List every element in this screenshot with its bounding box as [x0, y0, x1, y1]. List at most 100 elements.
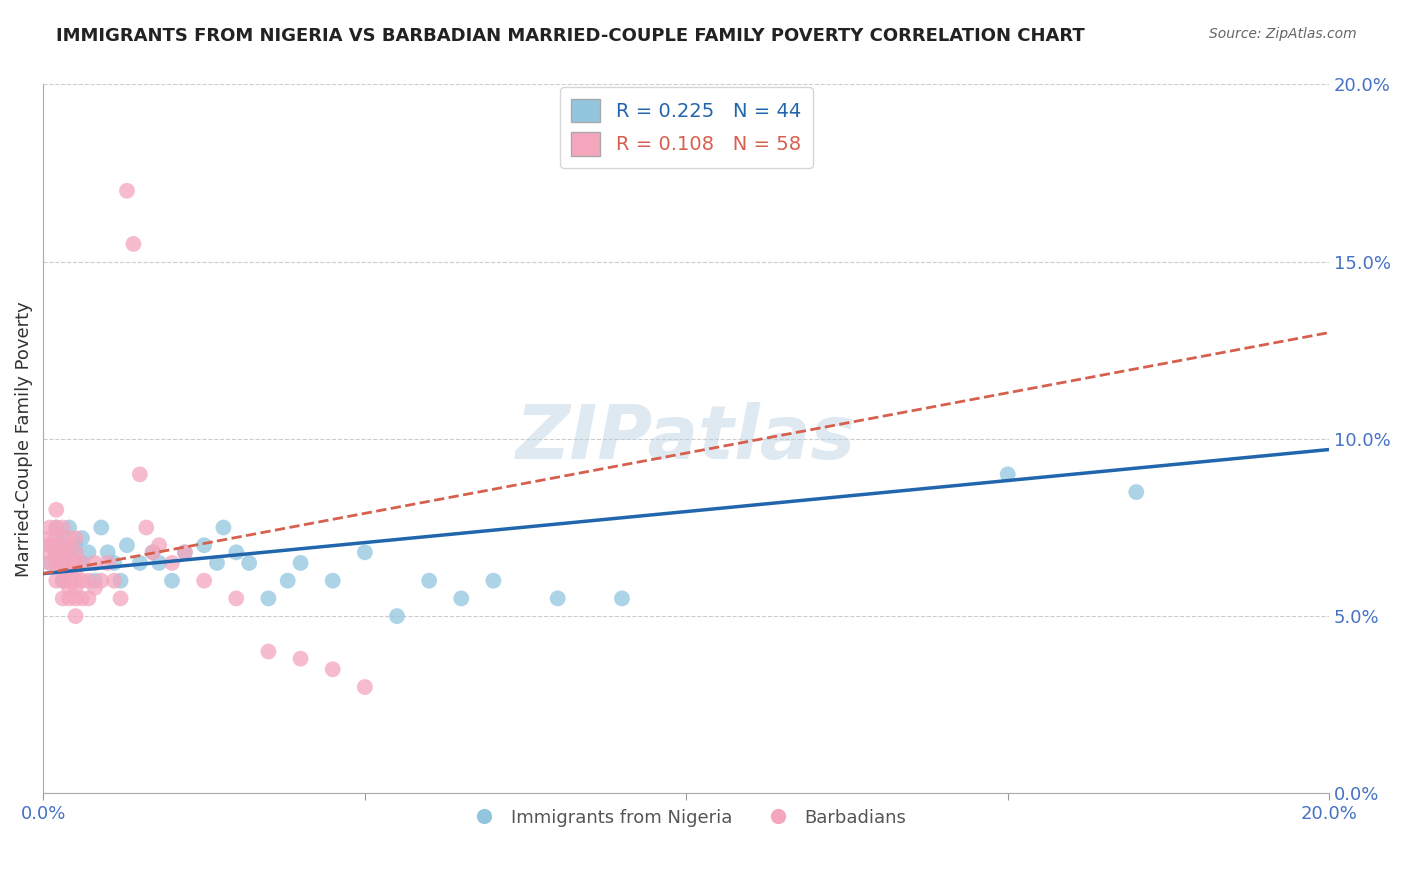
- Point: [45, 545, 67, 559]
- Point: [58, 574, 80, 588]
- Point: [225, 545, 247, 559]
- Point: [83, 581, 105, 595]
- Legend: Immigrants from Nigeria, Barbadians: Immigrants from Nigeria, Barbadians: [458, 802, 914, 834]
- Point: [173, 545, 195, 559]
- Point: [65, 581, 87, 595]
- Point: [58, 520, 80, 534]
- Point: [52, 574, 75, 588]
- Point: [65, 591, 87, 606]
- Point: [83, 574, 105, 588]
- Point: [148, 556, 170, 570]
- Point: [52, 538, 75, 552]
- Point: [193, 574, 215, 588]
- Point: [160, 556, 183, 570]
- Point: [58, 591, 80, 606]
- Point: [142, 545, 165, 559]
- Point: [45, 556, 67, 570]
- Point: [110, 591, 132, 606]
- Point: [70, 531, 93, 545]
- Point: [77, 591, 100, 606]
- Point: [90, 520, 112, 534]
- Point: [58, 581, 80, 595]
- Text: Source: ZipAtlas.com: Source: ZipAtlas.com: [1209, 27, 1357, 41]
- Point: [418, 574, 440, 588]
- Point: [70, 591, 93, 606]
- Point: [70, 556, 93, 570]
- Point: [58, 556, 80, 570]
- Point: [97, 545, 120, 559]
- Point: [212, 520, 235, 534]
- Point: [450, 591, 472, 606]
- Point: [122, 236, 145, 251]
- Point: [58, 531, 80, 545]
- Point: [77, 545, 100, 559]
- Point: [45, 520, 67, 534]
- Point: [142, 545, 165, 559]
- Y-axis label: Married-Couple Family Poverty: Married-Couple Family Poverty: [15, 301, 32, 577]
- Point: [38, 520, 60, 534]
- Point: [65, 538, 87, 552]
- Point: [1125, 485, 1147, 500]
- Point: [193, 538, 215, 552]
- Point: [90, 574, 112, 588]
- Point: [52, 545, 75, 559]
- Point: [52, 563, 75, 577]
- Point: [38, 545, 60, 559]
- Point: [65, 556, 87, 570]
- Point: [65, 545, 87, 559]
- Point: [173, 545, 195, 559]
- Point: [70, 556, 93, 570]
- Point: [135, 520, 157, 534]
- Point: [110, 574, 132, 588]
- Text: IMMIGRANTS FROM NIGERIA VS BARBADIAN MARRIED-COUPLE FAMILY POVERTY CORRELATION C: IMMIGRANTS FROM NIGERIA VS BARBADIAN MAR…: [56, 27, 1085, 45]
- Point: [45, 574, 67, 588]
- Point: [322, 662, 344, 676]
- Point: [52, 591, 75, 606]
- Point: [353, 680, 375, 694]
- Point: [83, 556, 105, 570]
- Point: [225, 591, 247, 606]
- Point: [128, 556, 150, 570]
- Point: [322, 574, 344, 588]
- Point: [128, 467, 150, 482]
- Point: [238, 556, 260, 570]
- Point: [58, 545, 80, 559]
- Point: [103, 556, 125, 570]
- Point: [97, 556, 120, 570]
- Point: [257, 591, 280, 606]
- Point: [547, 591, 569, 606]
- Point: [52, 556, 75, 570]
- Point: [38, 531, 60, 545]
- Point: [290, 651, 312, 665]
- Point: [45, 545, 67, 559]
- Point: [38, 538, 60, 552]
- Point: [52, 574, 75, 588]
- Point: [65, 563, 87, 577]
- Point: [38, 556, 60, 570]
- Point: [290, 556, 312, 570]
- Point: [45, 520, 67, 534]
- Point: [205, 556, 228, 570]
- Point: [45, 503, 67, 517]
- Point: [58, 563, 80, 577]
- Point: [148, 538, 170, 552]
- Point: [277, 574, 299, 588]
- Text: ZIPatlas: ZIPatlas: [516, 402, 856, 475]
- Point: [160, 574, 183, 588]
- Point: [385, 609, 408, 624]
- Point: [52, 556, 75, 570]
- Point: [257, 644, 280, 658]
- Point: [997, 467, 1019, 482]
- Point: [38, 538, 60, 552]
- Point: [103, 574, 125, 588]
- Point: [45, 531, 67, 545]
- Point: [52, 520, 75, 534]
- Point: [58, 545, 80, 559]
- Point: [52, 531, 75, 545]
- Point: [65, 545, 87, 559]
- Point: [353, 545, 375, 559]
- Point: [65, 531, 87, 545]
- Point: [610, 591, 633, 606]
- Point: [38, 556, 60, 570]
- Point: [77, 574, 100, 588]
